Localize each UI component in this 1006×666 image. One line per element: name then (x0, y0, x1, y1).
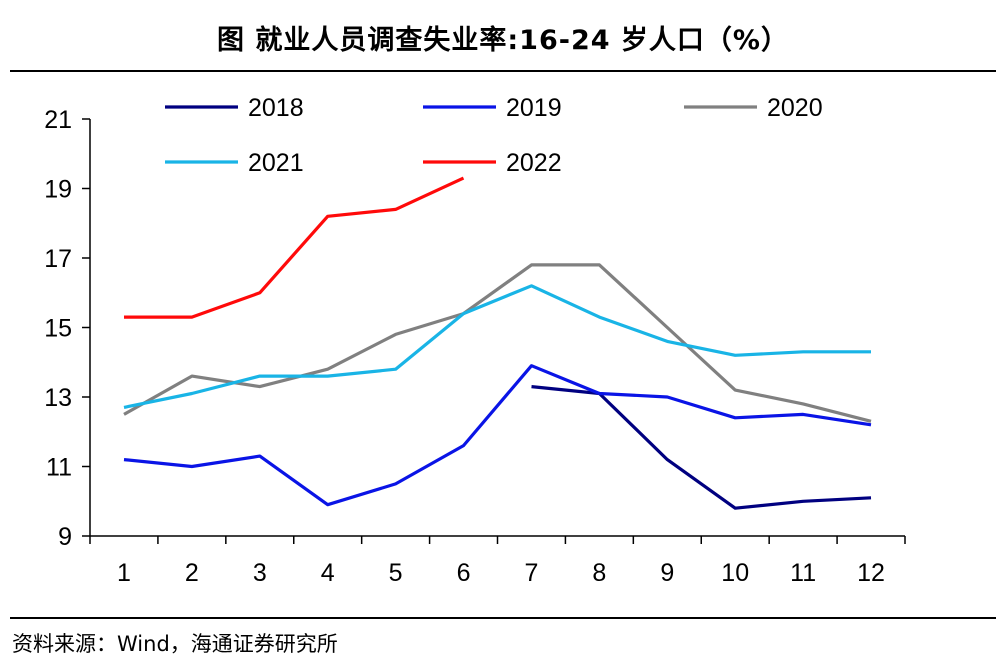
x-tick-label: 7 (525, 559, 539, 587)
x-tick-label: 9 (660, 559, 674, 587)
chart-series-group (123, 176, 872, 510)
legend-label-2021: 2021 (248, 149, 304, 177)
x-tick-label: 6 (457, 559, 471, 587)
y-tick-label: 11 (46, 454, 72, 482)
x-tick-label: 3 (253, 559, 267, 587)
source-note: 资料来源：Wind，海通证券研究所 (12, 632, 338, 656)
chart-legend: 2018 2019 2020 2021 2022 (165, 94, 823, 177)
series-line-2021 (123, 284, 871, 409)
legend-label-2020: 2020 (767, 94, 823, 122)
x-tick-label: 10 (721, 559, 749, 587)
x-tick-label: 8 (592, 559, 606, 587)
x-tick-label: 12 (857, 559, 885, 587)
y-tick-label: 19 (44, 176, 72, 204)
source-divider (10, 617, 996, 619)
y-tick-label: 9 (58, 523, 72, 551)
series-line-2020 (123, 263, 872, 423)
legend-label-2022: 2022 (506, 149, 562, 177)
title-divider (10, 70, 996, 72)
x-tick-label: 11 (790, 559, 816, 587)
x-tick-label: 1 (117, 559, 131, 587)
chart-title: 图 就业人员调查失业率:16-24 岁人口（%） (216, 25, 789, 56)
legend-label-2018: 2018 (248, 94, 304, 122)
legend-label-2019: 2019 (506, 94, 562, 122)
y-tick-label: 13 (44, 384, 72, 412)
x-tick-label: 5 (389, 559, 403, 587)
x-tick-label: 2 (185, 559, 199, 587)
series-line-2018 (531, 385, 872, 510)
series-line-2019 (123, 364, 872, 507)
y-tick-label: 21 (44, 106, 72, 134)
series-line-2022 (124, 176, 465, 319)
y-tick-label: 15 (44, 315, 72, 343)
x-tick-label: 4 (321, 559, 335, 587)
y-tick-label: 17 (44, 245, 72, 273)
